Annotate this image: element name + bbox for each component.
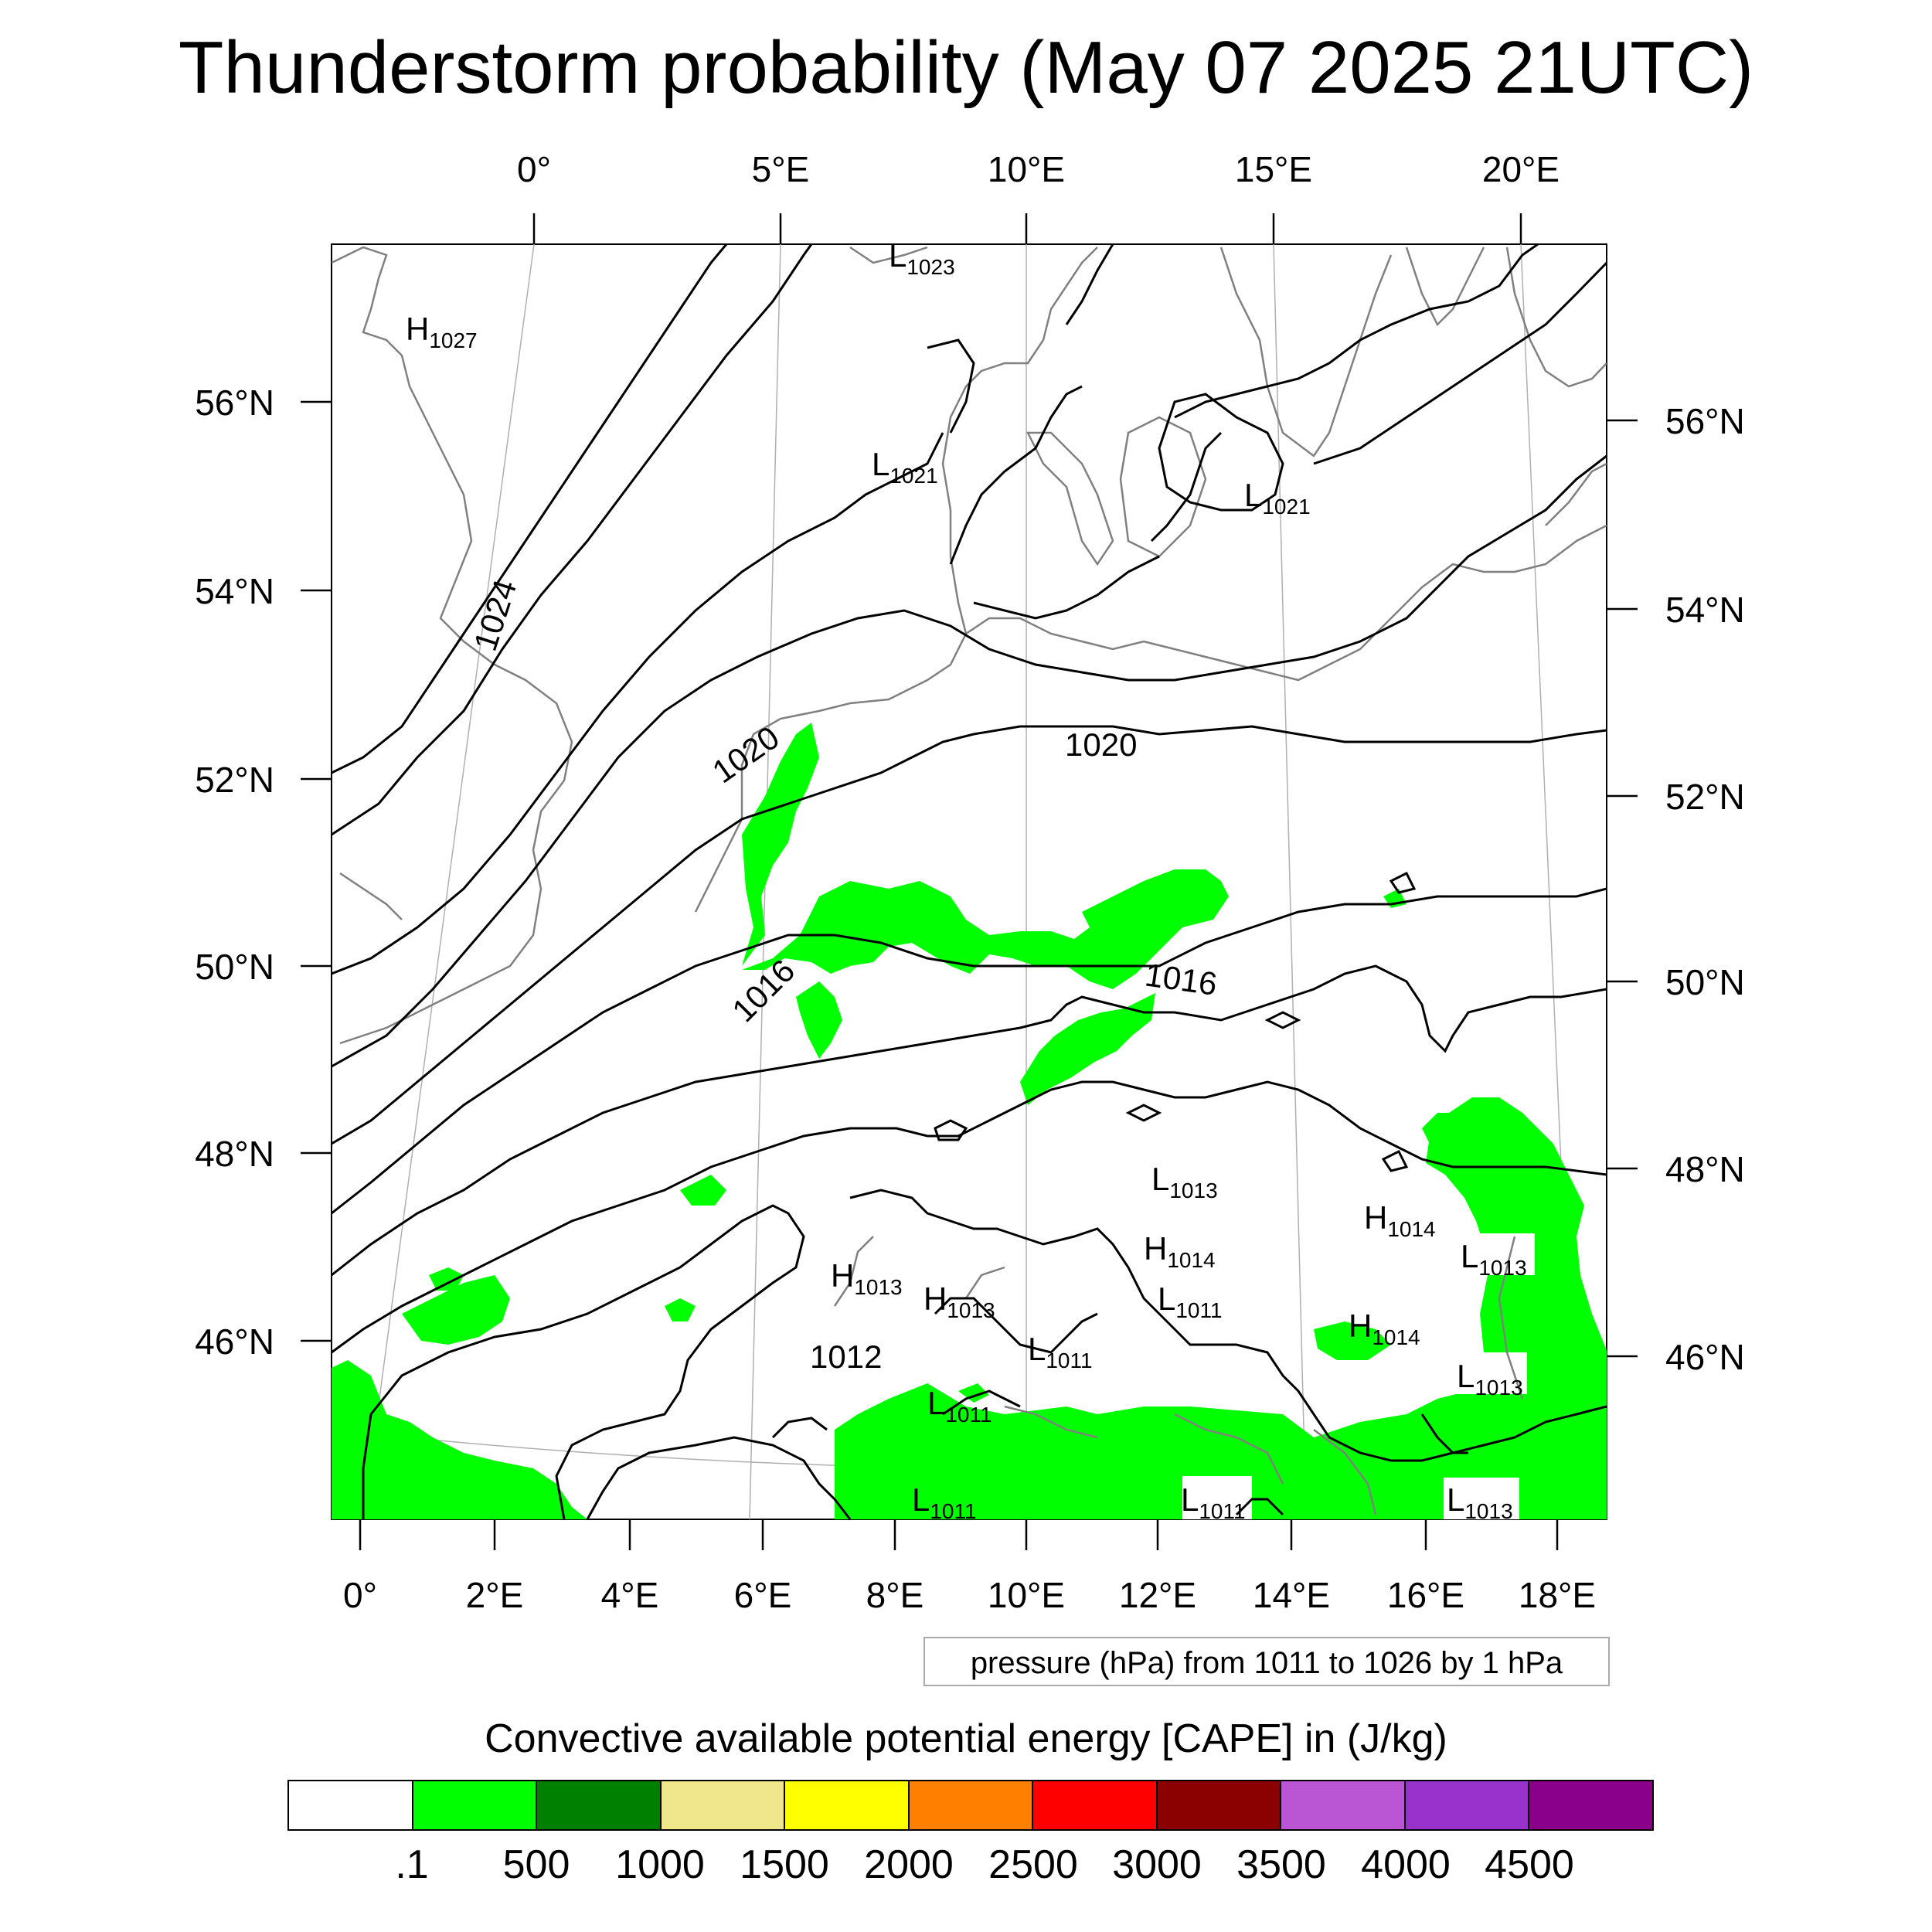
pressure-center-label: H1014 <box>1144 1230 1216 1272</box>
pressure-center-label: L1011 <box>1028 1331 1093 1372</box>
right-axis-label: 48°N <box>1665 1149 1745 1189</box>
pressure-center-label: L1023 <box>889 237 955 279</box>
colorbar-swatch <box>1405 1781 1530 1829</box>
bottom-axis-label: 10°E <box>988 1575 1065 1615</box>
bottom-axis-label: 18°E <box>1519 1575 1596 1615</box>
pressure-center-label: H1027 <box>406 311 478 352</box>
top-axis-label: 5°E <box>752 149 810 189</box>
top-axis-label: 0° <box>517 149 551 189</box>
pressure-center-label: L1013 <box>1461 1238 1527 1280</box>
colorbar-tick-label: 3000 <box>1112 1842 1202 1887</box>
top-axis-label: 10°E <box>988 149 1065 189</box>
left-axis-label: 52°N <box>195 760 274 800</box>
isobar-label: 1020 <box>1065 726 1137 763</box>
colorbar-tick-labels: .1 500 1000 1500 2000 2500 3000 3500 400… <box>0 1838 1932 1892</box>
left-axis-label: 46°N <box>195 1321 274 1362</box>
colorbar <box>287 1780 1654 1831</box>
pressure-center-label: L1011 <box>927 1385 992 1427</box>
bottom-axis-label: 8°E <box>866 1575 924 1615</box>
colorbar-swatch <box>785 1781 910 1829</box>
pressure-center-label: L1013 <box>1447 1481 1513 1523</box>
pressure-centers: H1027 L1023 L1021 L1021 L1013 H1014 H101… <box>406 237 1527 1523</box>
map-frame <box>331 243 1607 1520</box>
pressure-center-label: L1011 <box>912 1481 977 1523</box>
top-axis-label: 15°E <box>1235 149 1312 189</box>
isobar-label: 1012 <box>810 1338 882 1375</box>
colorbar-tick-label: 4500 <box>1485 1842 1574 1887</box>
colorbar-swatch <box>413 1781 538 1829</box>
colorbar-tick-label: 2500 <box>988 1842 1078 1887</box>
right-axis-label: 46°N <box>1665 1337 1745 1377</box>
bottom-axis-label: 16°E <box>1387 1575 1464 1615</box>
colorbar-tick-label: .1 <box>395 1842 429 1887</box>
colorbar-swatch <box>537 1781 662 1829</box>
colorbar-title: Convective available potential energy [C… <box>485 1716 1447 1761</box>
pressure-center-label: L1013 <box>1457 1358 1523 1400</box>
isobars <box>332 244 1607 1519</box>
colorbar-tick-label: 3500 <box>1236 1842 1326 1887</box>
colorbar-swatch <box>289 1781 413 1829</box>
pressure-center-label: L1011 <box>1181 1481 1246 1523</box>
top-axis-label: 20°E <box>1482 149 1560 189</box>
pressure-center-label: L1021 <box>872 446 938 488</box>
axis-ticks <box>301 213 1638 1550</box>
bottom-axis-label: 4°E <box>601 1575 659 1615</box>
bottom-axis-label: 6°E <box>734 1575 792 1615</box>
right-axis-label: 54°N <box>1665 590 1745 630</box>
pressure-center-label: H1014 <box>1364 1199 1436 1241</box>
right-axis-labels: 56°N 54°N 52°N 50°N 48°N 46°N <box>1665 401 1745 1377</box>
pressure-center-label: H1013 <box>923 1281 995 1322</box>
colorbar-swatch <box>661 1781 786 1829</box>
colorbar-tick-label: 1000 <box>615 1842 705 1887</box>
colorbar-tick-label: 500 <box>502 1842 570 1887</box>
colorbar-swatch <box>1281 1781 1406 1829</box>
cape-shading <box>332 723 1607 1519</box>
bottom-axis-labels: 0° 2°E 4°E 6°E 8°E 10°E 12°E 14°E 16°E 1… <box>343 1575 1596 1615</box>
left-axis-label: 54°N <box>195 571 274 611</box>
left-axis-label: 56°N <box>195 383 274 423</box>
pressure-center-label: H1014 <box>1349 1308 1420 1349</box>
bottom-axis-label: 2°E <box>466 1575 524 1615</box>
coastlines <box>332 246 1607 1515</box>
bottom-axis-label: 14°E <box>1253 1575 1330 1615</box>
map-title: Thunderstorm probability (May 07 2025 21… <box>178 26 1754 109</box>
top-axis-labels: 0° 5°E 10°E 15°E 20°E <box>517 149 1560 189</box>
right-axis-label: 56°N <box>1665 401 1745 441</box>
pressure-center-label: L1021 <box>1244 477 1311 519</box>
contour-info-box: pressure (hPa) from 1011 to 1026 by 1 hP… <box>923 1637 1610 1686</box>
pressure-center-label: L1011 <box>1158 1281 1223 1322</box>
right-axis-label: 52°N <box>1665 777 1745 817</box>
pressure-center-label: L1013 <box>1151 1161 1218 1202</box>
pressure-center-label: H1013 <box>831 1257 903 1299</box>
left-axis-label: 48°N <box>195 1134 274 1174</box>
colorbar-swatch <box>1529 1781 1653 1829</box>
label-backgrounds <box>1182 1233 1535 1519</box>
right-axis-label: 50°N <box>1665 962 1745 1002</box>
colorbar-tick-label: 4000 <box>1361 1842 1451 1887</box>
colorbar-swatch <box>909 1781 1034 1829</box>
colorbar-tick-label: 2000 <box>864 1842 954 1887</box>
colorbar-tick-label: 1500 <box>740 1842 829 1887</box>
left-axis-labels: 56°N 54°N 52°N 50°N 48°N 46°N <box>195 383 274 1362</box>
bottom-axis-label: 0° <box>343 1575 377 1615</box>
left-axis-label: 50°N <box>195 947 274 987</box>
colorbar-swatch <box>1157 1781 1282 1829</box>
colorbar-swatch <box>1033 1781 1158 1829</box>
bottom-axis-label: 12°E <box>1119 1575 1196 1615</box>
